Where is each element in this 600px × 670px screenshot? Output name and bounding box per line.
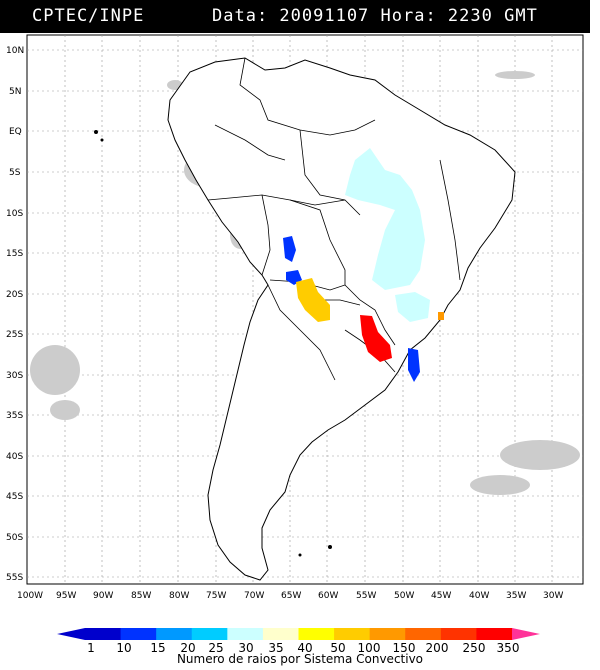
lon-label: 90W [93, 591, 113, 601]
title-bar: CPTEC/INPE Data: 20091107 Hora: 2230 GMT [0, 0, 590, 33]
lon-label: 35W [506, 591, 526, 601]
legend-tick-label: 250 [463, 641, 486, 653]
legend-tick-label: 100 [358, 641, 381, 653]
datetime-label: Data: 20091107 Hora: 2230 GMT [212, 6, 538, 26]
lon-label: 70W [244, 591, 264, 601]
legend-arrow-left [57, 628, 85, 640]
convective-systems [283, 148, 444, 382]
south-america-coastline [167, 57, 516, 581]
legend-tick-label: 10 [116, 641, 131, 653]
lon-label: 40W [469, 591, 489, 601]
system-blue-3 [408, 348, 420, 382]
legend-swatch [120, 628, 157, 640]
legend-swatch [227, 628, 264, 640]
lat-label: 10N [6, 46, 24, 56]
legend-tick-label: 40 [297, 641, 312, 653]
legend-tick-label: 150 [393, 641, 416, 653]
legend-tick-label: 35 [268, 641, 283, 653]
legend-swatch [476, 628, 513, 640]
legend-tick-labels: 1 10 15 20 25 30 35 40 50 100 150 200 250 350 [87, 641, 519, 653]
legend-tick-label: 15 [150, 641, 165, 653]
system-light-cyan-2 [395, 292, 430, 322]
legend-tick-label: 50 [330, 641, 345, 653]
legend-title: Numero de raios por Sistema Convectivo [176, 652, 424, 666]
lake-marks [94, 130, 332, 557]
lon-label: 95W [56, 591, 76, 601]
lon-label: 30W [543, 591, 563, 601]
agency-label: CPTEC/INPE [32, 6, 145, 26]
lon-label: 80W [169, 591, 189, 601]
lat-label: 50S [6, 533, 23, 543]
legend-swatch [405, 628, 442, 640]
lat-label: 45S [6, 492, 23, 502]
legend-swatch [369, 628, 406, 640]
longitude-labels: 100W 95W 90W 85W 80W 75W 70W 65W 60W 55W… [17, 591, 563, 601]
legend-swatch [156, 628, 193, 640]
map-panel: 10N 5N EQ 5S 10S 15S 20S 25S 30S 35S 40S… [6, 34, 584, 601]
legend-swatch [262, 628, 299, 640]
lon-label: 60W [318, 591, 338, 601]
lat-label: 5S [9, 168, 21, 178]
legend-tick-label: 200 [426, 641, 449, 653]
system-orange-small [438, 312, 444, 320]
latitude-labels: 10N 5N EQ 5S 10S 15S 20S 25S 30S 35S 40S… [6, 46, 24, 583]
legend-swatches [85, 628, 513, 640]
system-orange [296, 278, 330, 322]
lat-label: EQ [9, 127, 22, 137]
legend-tick-label: 30 [238, 641, 253, 653]
system-blue-2 [286, 270, 302, 285]
lon-label: 100W [17, 591, 43, 601]
legend-arrow-right [512, 628, 540, 640]
lon-label: 85W [131, 591, 151, 601]
lon-label: 75W [206, 591, 226, 601]
legend-tick-label: 25 [208, 641, 223, 653]
legend-swatch [440, 628, 477, 640]
lat-label: 30S [6, 371, 23, 381]
lon-label: 45W [431, 591, 451, 601]
lat-label: 10S [6, 209, 23, 219]
system-red [360, 315, 392, 362]
legend-colorbar: 1 10 15 20 25 30 35 40 50 100 150 200 250 350 [57, 628, 540, 653]
lat-label: 25S [6, 330, 23, 340]
legend-swatch [298, 628, 335, 640]
system-blue-1 [283, 236, 296, 262]
system-light-cyan [345, 148, 425, 290]
lat-label: 55S [6, 573, 23, 583]
legend-tick-label: 20 [180, 641, 195, 653]
legend-tick-label: 1 [87, 641, 95, 653]
legend-tick-label: 350 [497, 641, 520, 653]
legend-swatch [334, 628, 371, 640]
legend-swatch [85, 628, 122, 640]
lat-label: 5N [9, 87, 21, 97]
lat-label: 20S [6, 290, 23, 300]
lon-label: 65W [281, 591, 301, 601]
lat-label: 35S [6, 411, 23, 421]
lat-label: 15S [6, 249, 23, 259]
lon-label: 50W [394, 591, 414, 601]
lon-label: 55W [356, 591, 376, 601]
lat-label: 40S [6, 452, 23, 462]
legend-swatch [191, 628, 228, 640]
